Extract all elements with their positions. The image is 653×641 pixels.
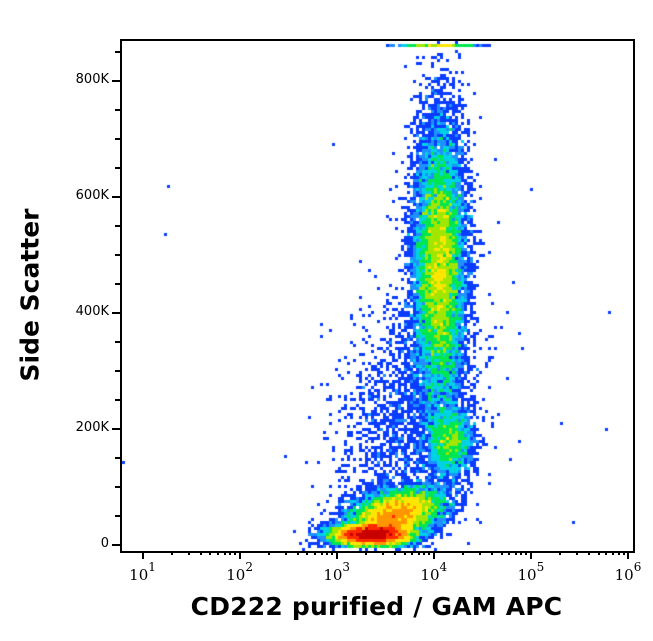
x-major-tick [432, 551, 435, 559]
y-minor-tick [115, 399, 120, 402]
x-minor-tick [394, 551, 397, 555]
x-minor-tick [576, 551, 579, 555]
y-major-tick [112, 544, 120, 547]
x-minor-tick [326, 551, 329, 555]
x-minor-tick [559, 551, 562, 555]
x-minor-tick [403, 551, 406, 555]
x-minor-tick [217, 551, 220, 555]
y-tick-label: 800K [75, 71, 109, 87]
x-minor-tick [187, 551, 190, 555]
x-minor-tick [597, 551, 600, 555]
y-tick-label: 200K [75, 420, 109, 436]
y-major-tick [112, 312, 120, 314]
y-tick-label: 600K [75, 187, 109, 203]
y-major-tick [112, 195, 120, 198]
y-minor-tick [115, 486, 120, 489]
x-minor-tick [284, 551, 287, 555]
y-major-tick [112, 428, 120, 431]
x-minor-tick [320, 551, 323, 555]
x-minor-tick [364, 551, 367, 555]
x-major-tick [238, 551, 241, 559]
x-major-tick [141, 551, 144, 559]
x-major-tick [335, 551, 338, 559]
x-minor-tick [229, 551, 232, 555]
x-major-tick [529, 551, 532, 559]
x-minor-tick [520, 551, 523, 555]
y-minor-tick [115, 137, 120, 140]
x-minor-tick [234, 551, 237, 555]
x-minor-tick [306, 551, 309, 555]
y-minor-tick [115, 253, 120, 256]
x-minor-tick [423, 551, 426, 555]
x-minor-tick [462, 551, 465, 555]
x-minor-tick [491, 551, 494, 555]
x-minor-tick [617, 551, 620, 555]
x-tick-label: 105 [517, 560, 545, 584]
x-minor-tick [588, 551, 591, 555]
y-minor-tick [115, 515, 120, 518]
x-minor-tick [428, 551, 431, 555]
x-minor-tick [411, 551, 414, 555]
x-tick-label: 106 [614, 560, 642, 584]
y-minor-tick [115, 341, 120, 344]
x-minor-tick [267, 551, 270, 555]
x-minor-tick [525, 551, 528, 555]
x-minor-tick [417, 551, 420, 555]
x-minor-tick [508, 551, 511, 555]
y-tick-label: 400K [75, 304, 109, 319]
x-minor-tick [514, 551, 517, 555]
x-tick-label: 104 [420, 560, 448, 584]
x-minor-tick [314, 551, 317, 555]
x-axis-title: CD222 purified / GAM APC [190, 592, 563, 621]
x-minor-tick [170, 551, 173, 555]
y-minor-tick [115, 370, 120, 373]
x-minor-tick [223, 551, 226, 555]
x-minor-tick [199, 551, 202, 555]
density-dotplot [122, 41, 633, 551]
y-minor-tick [115, 50, 120, 53]
x-minor-tick [479, 551, 482, 555]
x-minor-tick [331, 551, 334, 555]
y-minor-tick [115, 166, 120, 169]
x-minor-tick [209, 551, 212, 555]
x-minor-tick [611, 551, 614, 555]
y-tick-label: 0 [100, 536, 109, 552]
x-tick-label: 103 [323, 560, 351, 584]
plot-area [120, 39, 635, 553]
y-minor-tick [115, 108, 120, 111]
y-minor-tick [115, 457, 120, 460]
x-minor-tick [500, 551, 503, 555]
x-tick-label: 101 [129, 560, 156, 584]
x-minor-tick [622, 551, 625, 555]
y-minor-tick [115, 282, 120, 285]
x-minor-tick [605, 551, 608, 555]
x-major-tick [626, 551, 629, 559]
x-tick-label: 102 [226, 560, 253, 584]
x-minor-tick [297, 551, 300, 555]
y-major-tick [112, 79, 120, 82]
y-axis-title: Side Scatter [15, 208, 45, 382]
x-minor-tick [382, 551, 385, 555]
y-minor-tick [115, 224, 120, 227]
